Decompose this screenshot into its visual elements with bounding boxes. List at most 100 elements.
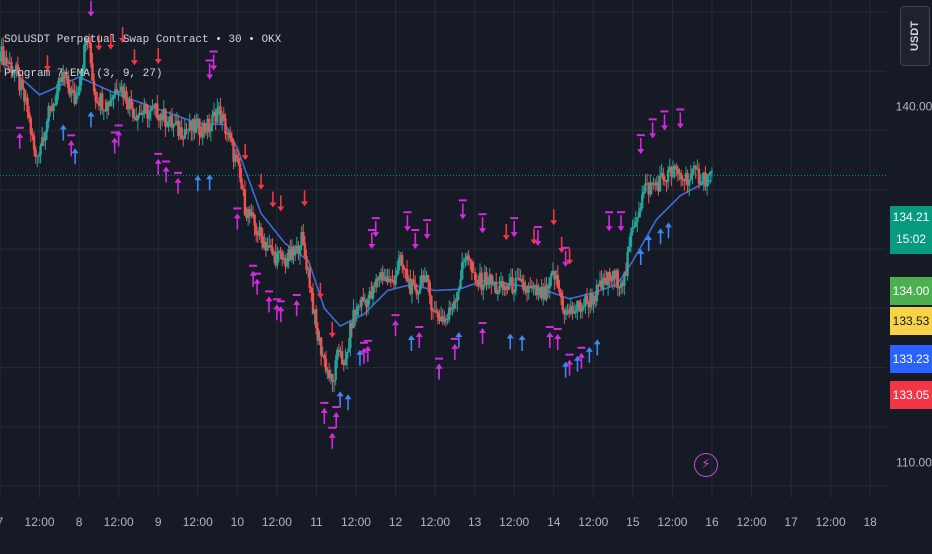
candle-body bbox=[113, 89, 117, 95]
candle-body bbox=[448, 307, 451, 320]
candle-body bbox=[149, 107, 153, 112]
candle-body bbox=[551, 270, 555, 273]
candle-body bbox=[246, 209, 250, 218]
signal-head bbox=[554, 333, 562, 339]
candle-body bbox=[323, 355, 326, 359]
candle-body bbox=[49, 106, 52, 108]
candle-body bbox=[222, 114, 225, 118]
candle-body bbox=[506, 289, 509, 291]
candle-body bbox=[378, 276, 381, 281]
signal-bar bbox=[616, 211, 625, 214]
signal-bar bbox=[292, 293, 301, 296]
candle-body bbox=[572, 312, 576, 314]
x-tick-label: 11 bbox=[310, 515, 323, 529]
candle-body bbox=[86, 39, 89, 41]
candle-body bbox=[464, 257, 467, 262]
lightning-icon[interactable]: ⚡ bbox=[694, 453, 718, 477]
signal-bar bbox=[648, 118, 657, 121]
candle-body bbox=[640, 194, 644, 209]
signal-bar bbox=[403, 211, 412, 214]
candle-body bbox=[598, 280, 602, 286]
candle-body bbox=[282, 257, 285, 260]
signal-head bbox=[649, 133, 657, 139]
currency-button[interactable]: USDT bbox=[900, 6, 930, 66]
candle-body bbox=[81, 68, 84, 74]
candle-body bbox=[331, 373, 334, 382]
candle-body bbox=[710, 171, 714, 173]
signal-bar bbox=[276, 300, 285, 303]
candle-body bbox=[104, 109, 107, 112]
sell-arrow-strong bbox=[87, 0, 95, 17]
candle-body bbox=[175, 120, 178, 124]
candle-body bbox=[402, 266, 406, 269]
x-tick-label: 16 bbox=[705, 515, 719, 529]
indicator-title[interactable]: Program 7-EMA (3, 9, 27) bbox=[4, 68, 163, 80]
candle-body bbox=[696, 168, 699, 170]
candle-body bbox=[418, 285, 422, 294]
candle-body bbox=[201, 123, 204, 137]
x-tick-label: 12:00 bbox=[183, 515, 213, 529]
sell-arrow-strong bbox=[676, 108, 685, 129]
candle-body bbox=[410, 279, 414, 294]
candle-body bbox=[650, 182, 654, 185]
buy-arrow bbox=[455, 332, 463, 348]
candle-body bbox=[589, 293, 592, 308]
candle-body bbox=[621, 282, 624, 286]
signal-head bbox=[328, 432, 336, 438]
candle-body bbox=[173, 123, 177, 125]
candle-body bbox=[582, 305, 586, 308]
candle-body bbox=[318, 337, 321, 341]
candle-body bbox=[376, 278, 380, 281]
signal-bar bbox=[478, 322, 487, 325]
signal-head bbox=[344, 394, 352, 400]
candle-body bbox=[117, 92, 120, 94]
signal-head bbox=[210, 65, 218, 71]
candle-body bbox=[451, 308, 454, 310]
candle-body bbox=[165, 126, 169, 128]
buy-arrow-strong bbox=[154, 152, 163, 175]
candle-body bbox=[185, 129, 188, 131]
candle-body bbox=[250, 212, 253, 217]
signal-head bbox=[316, 293, 324, 299]
x-tick-label: 10 bbox=[231, 515, 245, 529]
candle-body bbox=[628, 246, 631, 252]
signal-bar bbox=[162, 160, 171, 163]
signal-bar bbox=[363, 339, 372, 342]
candle-body bbox=[156, 103, 159, 119]
candle-body bbox=[409, 278, 412, 294]
candle-body bbox=[306, 268, 310, 270]
signal-head bbox=[364, 345, 372, 351]
candle-body bbox=[311, 292, 315, 314]
signal-bar bbox=[205, 59, 214, 62]
signal-head bbox=[320, 407, 328, 413]
sell-arrow-strong bbox=[367, 229, 376, 249]
candle-body bbox=[597, 285, 600, 287]
signal-head bbox=[479, 228, 487, 234]
candle-body bbox=[18, 72, 21, 91]
x-tick-label: 12:00 bbox=[499, 515, 529, 529]
buy-arrow bbox=[657, 228, 665, 245]
candle-body bbox=[182, 138, 185, 140]
candle-body bbox=[546, 285, 550, 289]
signal-head bbox=[530, 239, 538, 245]
signal-bar bbox=[660, 110, 669, 113]
candle-body bbox=[457, 288, 461, 292]
candle-body bbox=[425, 275, 428, 277]
signal-head bbox=[637, 149, 645, 155]
symbol-title: SOLUSDT Perpetual Swap Contract • 30 • O… bbox=[4, 34, 282, 46]
candle-body bbox=[102, 109, 105, 111]
candle-body bbox=[571, 306, 574, 314]
candle-body bbox=[328, 370, 331, 379]
candle-body bbox=[63, 72, 67, 79]
sell-arrow bbox=[277, 195, 285, 212]
signal-bar bbox=[577, 346, 586, 349]
signal-head bbox=[360, 347, 368, 353]
candle-body bbox=[193, 118, 196, 133]
signal-head bbox=[562, 361, 570, 367]
y-tick-label: 110.00 bbox=[896, 455, 932, 469]
signal-bar bbox=[328, 426, 337, 429]
candle-body bbox=[535, 285, 538, 296]
candle-body bbox=[34, 149, 37, 157]
